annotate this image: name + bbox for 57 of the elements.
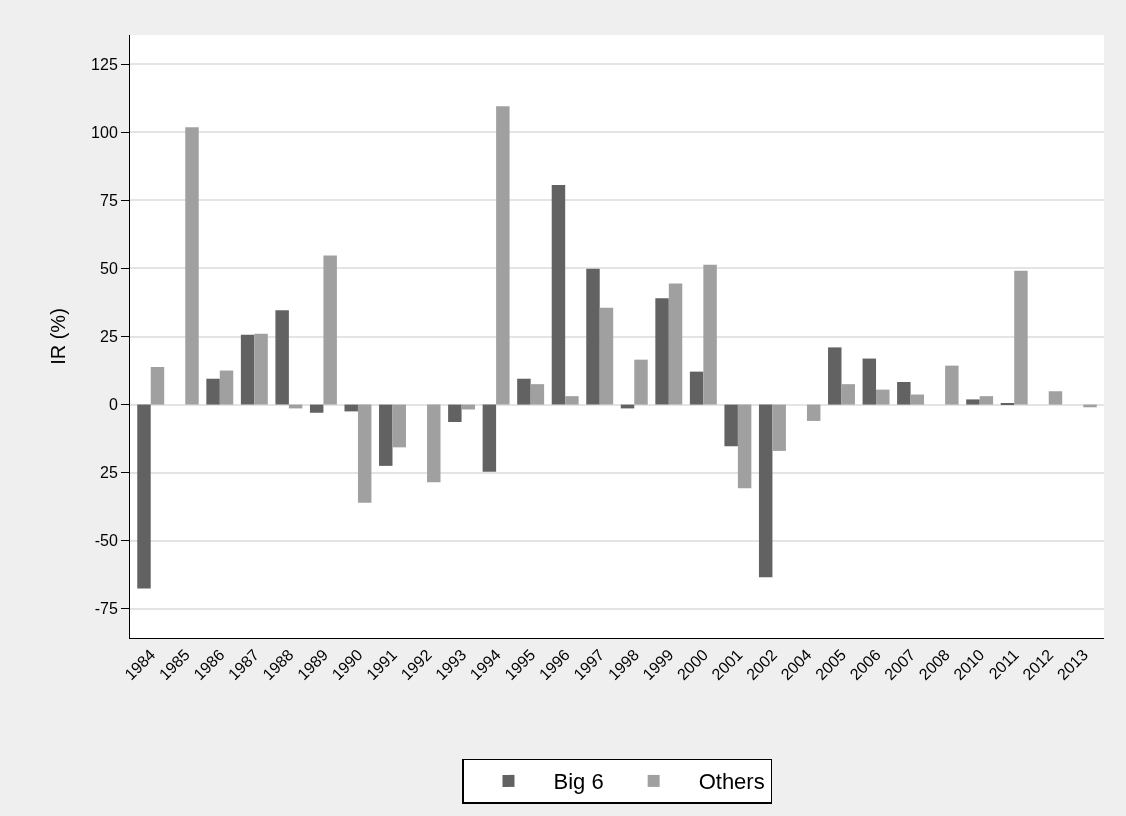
bar	[586, 268, 600, 405]
y-tick-label: 50	[100, 260, 118, 278]
bar	[254, 333, 268, 405]
bar	[219, 370, 234, 405]
y-tick-label: 125	[91, 55, 118, 73]
bar	[828, 347, 842, 405]
bar	[737, 404, 752, 489]
bar	[1014, 270, 1028, 405]
bar	[689, 371, 704, 405]
bar	[344, 404, 358, 412]
bar	[551, 185, 566, 405]
y-tick-label: 25	[100, 464, 118, 482]
y-axis-title: IR (%)	[46, 308, 69, 365]
bar	[655, 298, 669, 405]
bar	[910, 394, 925, 405]
bar	[240, 334, 255, 405]
legend-label: Others	[698, 769, 765, 795]
bar	[357, 404, 372, 503]
bar	[1048, 391, 1063, 405]
bar	[517, 378, 531, 405]
bar	[945, 365, 959, 405]
y-tick-label: 75	[100, 191, 118, 209]
bar	[185, 127, 199, 405]
bar	[323, 255, 337, 405]
bar	[772, 404, 786, 451]
y-tick-label: 0	[108, 396, 118, 414]
y-tick-label: -50	[94, 532, 118, 550]
bar	[876, 389, 890, 405]
bar	[724, 404, 738, 447]
bar	[599, 307, 614, 405]
bar	[275, 310, 289, 405]
bar	[841, 384, 855, 405]
bar	[897, 381, 911, 405]
bar	[496, 106, 510, 405]
bar	[206, 378, 220, 405]
bar	[379, 404, 393, 466]
bar	[758, 404, 773, 578]
y-tick-label: 25	[100, 328, 118, 346]
bar	[862, 358, 877, 405]
legend-label: Big 6	[553, 769, 604, 795]
bar	[482, 404, 497, 472]
y-tick-label: -75	[94, 600, 118, 618]
bar	[150, 367, 165, 405]
bar	[137, 404, 151, 589]
bar	[703, 264, 717, 405]
y-tick-label: 100	[91, 123, 118, 141]
bar	[806, 404, 821, 421]
bar	[448, 404, 462, 423]
bar	[966, 399, 980, 405]
bar	[309, 404, 324, 413]
bar	[668, 283, 683, 405]
bar	[392, 404, 406, 448]
bar	[634, 359, 648, 405]
bar	[530, 384, 545, 405]
bar	[979, 396, 994, 405]
bar	[427, 404, 441, 483]
bar	[565, 396, 579, 405]
